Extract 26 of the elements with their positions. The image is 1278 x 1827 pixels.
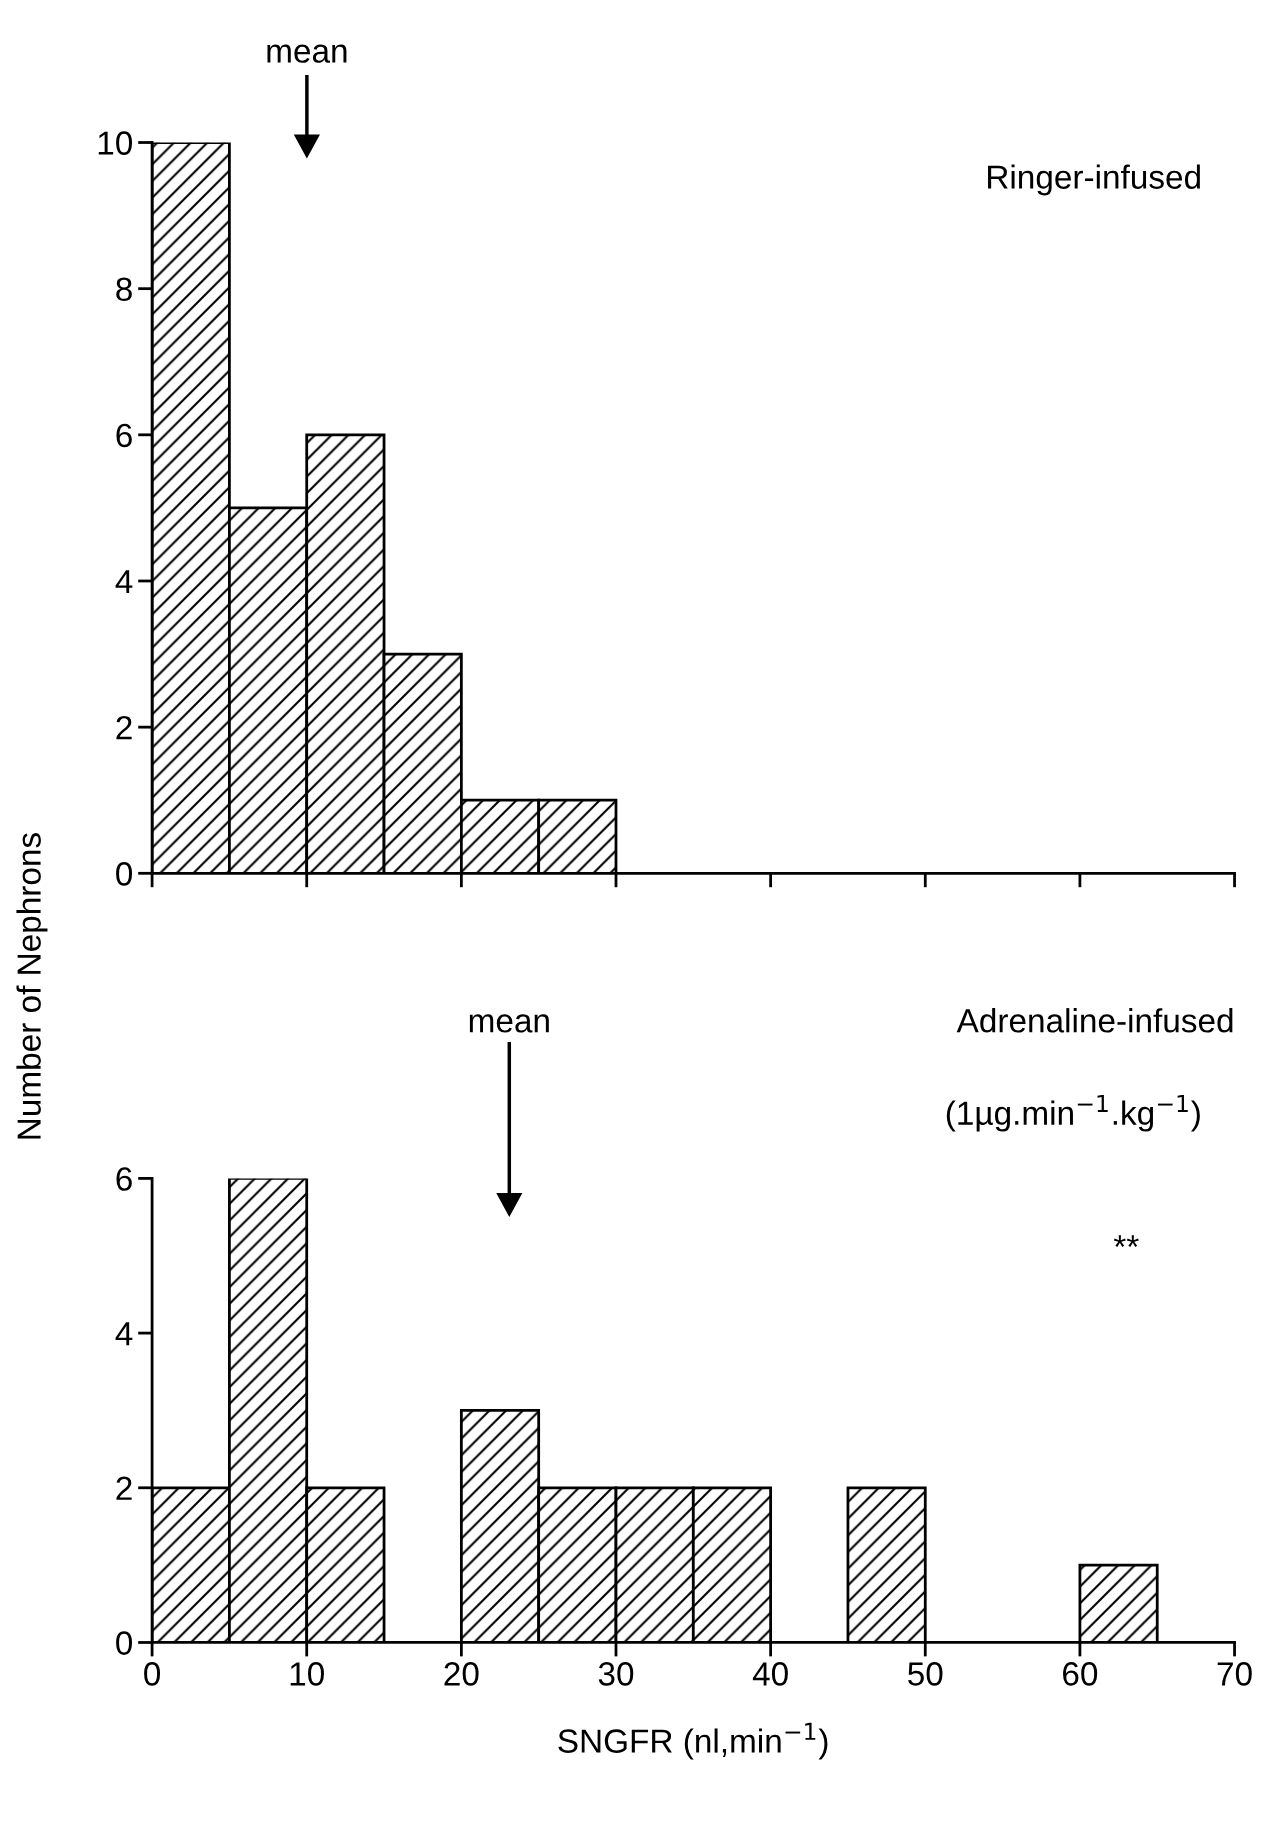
y-tick-label: 2 — [116, 1476, 132, 1500]
y-axis-title: Number of Nephrons — [16, 833, 48, 1139]
y-tick-label: 8 — [116, 277, 132, 302]
text: mean — [267, 44, 347, 63]
x-tick-label: 30 — [598, 1662, 634, 1686]
x-tick-label: 60 — [1063, 1662, 1098, 1686]
y-tick-label: 2 — [116, 715, 132, 740]
x-tick-label: 50 — [908, 1662, 943, 1686]
y-tick-label: 4 — [115, 1322, 133, 1346]
y-tick-label: 4 — [115, 570, 133, 594]
y-tick-label: 6 — [116, 1167, 132, 1191]
y-tick-label: 0 — [116, 862, 133, 886]
y-tick-label: 0 — [116, 1631, 133, 1655]
text: (1µg.min$^{−1}$.kg$^{−1}$) — [946, 1094, 1200, 1132]
x-tick-label: 10 — [290, 1662, 324, 1686]
y-tick-label: 6 — [116, 423, 132, 448]
annotation: ** — [1113, 1235, 1139, 1248]
x-tick-label: 20 — [444, 1662, 479, 1686]
x-tick-label: 70 — [1217, 1662, 1252, 1686]
x-tick-label: 40 — [752, 1662, 788, 1686]
x-tick-label: 0 — [144, 1662, 161, 1686]
text: mean — [469, 1014, 549, 1033]
text: Adrenaline-infused — [956, 1008, 1233, 1033]
x-axis-title: SNGFR (nl,min$^{−1}$) — [558, 1722, 828, 1760]
y-tick-label: 10 — [98, 131, 133, 155]
annotation: Ringer-infused — [988, 164, 1200, 196]
